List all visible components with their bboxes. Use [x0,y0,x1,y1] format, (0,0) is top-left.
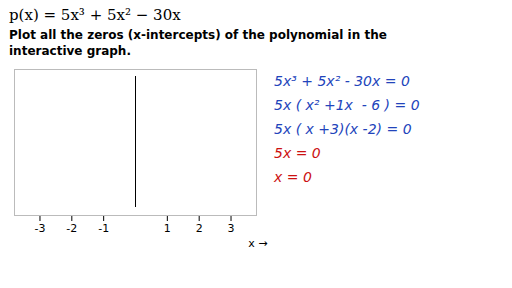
svg-text:x →: x → [248,237,267,250]
svg-text:-3: -3 [34,222,45,235]
html-text:p(x) = 5x³ + 5x² − 30x: p(x) = 5x³ + 5x² − 30x [9,6,181,24]
html-text:5x³ + 5x² - 30x = 0: 5x³ + 5x² - 30x = 0 [274,73,410,90]
svg-text:-2: -2 [66,222,77,235]
svg-text:3: 3 [228,222,235,235]
html-text:x = 0: x = 0 [274,169,312,186]
svg-text:1: 1 [164,222,171,235]
html-text:5x ( x +3)(x -2) = 0: 5x ( x +3)(x -2) = 0 [274,121,412,138]
html-text:5x ( x² +1x - 6 ) = 0: 5x ( x² +1x - 6 ) = 0 [274,97,420,114]
html-text:Plot all the zeros (x-intercep: Plot all the zeros (x-intercepts) of the… [9,28,387,58]
html-text:5x = 0: 5x = 0 [274,145,321,162]
svg-text:-1: -1 [98,222,109,235]
svg-text:2: 2 [196,222,203,235]
